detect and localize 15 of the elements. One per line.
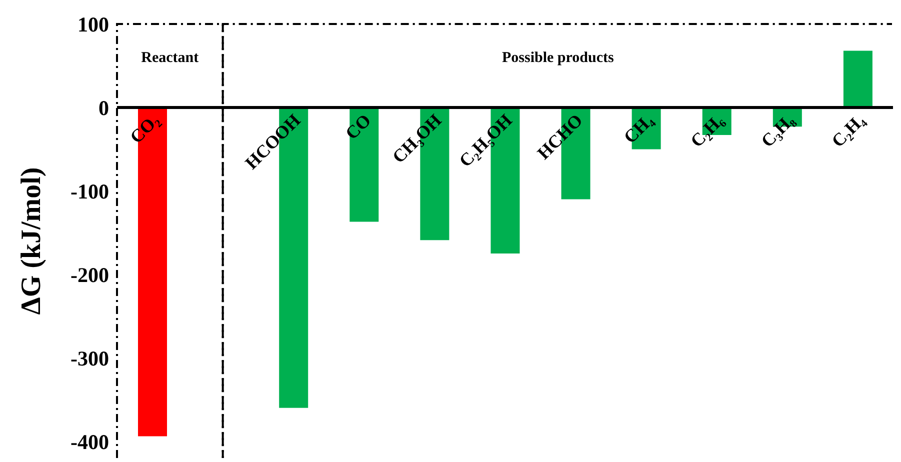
annotation: Possible products — [502, 50, 614, 66]
x-tick-label: C₃H₈ — [757, 110, 798, 152]
x-tick-label: C₂H₄ — [828, 110, 869, 152]
annotation: Reactant — [141, 50, 199, 66]
y-tick-label: 100 — [78, 12, 109, 36]
y-tick-label: -200 — [70, 262, 109, 287]
y-tick-label: 0 — [98, 96, 109, 120]
y-tick-label: -300 — [70, 346, 109, 370]
y-tick-label: -100 — [70, 179, 109, 204]
x-tick-label: CO₂ — [126, 110, 164, 148]
x-tick-label: CO — [342, 110, 375, 144]
x-tick-label: CH₄ — [620, 110, 658, 148]
x-tick-label: C₂H₆ — [686, 110, 728, 152]
y-axis-title: ΔG (kJ/mol) — [16, 167, 47, 315]
y-tick-label: -400 — [70, 430, 109, 454]
